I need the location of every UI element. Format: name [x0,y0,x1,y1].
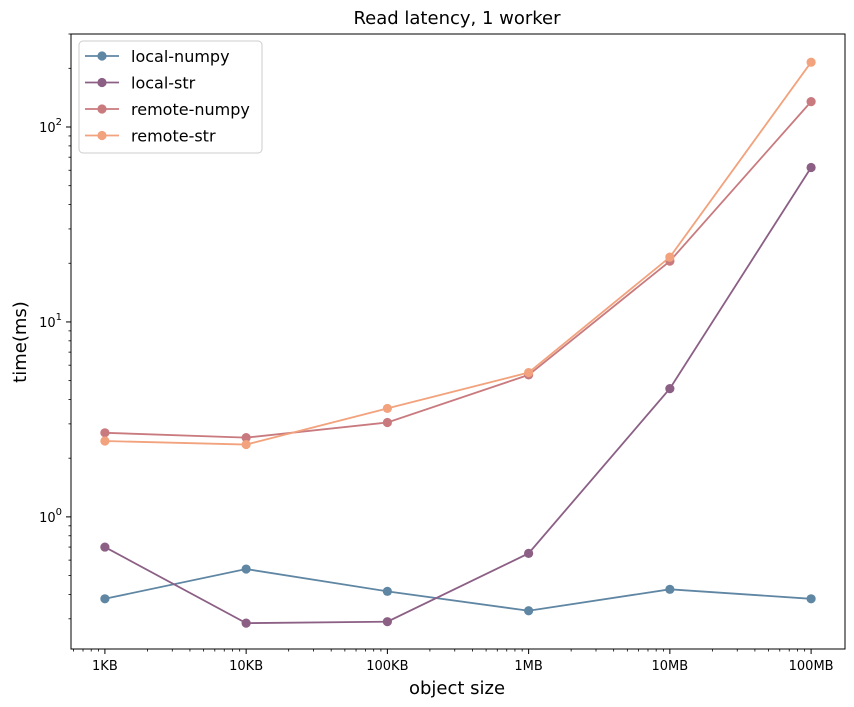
y-tick-label: 100 [39,507,62,526]
data-point-remote-str-4 [665,252,675,262]
plot-frame [70,33,846,650]
y-tick-exponent: 0 [56,507,62,518]
data-point-remote-str-1 [241,439,251,450]
data-point-remote-str-3 [524,367,534,378]
chart-title: Read latency, 1 worker [353,8,561,29]
x-tick-label: 1KB [92,659,118,674]
y-tick-base: 10 [39,511,56,526]
legend-marker-remote-numpy [97,104,107,114]
legend-label-remote-str: remote-str [131,127,216,146]
x-tick-label: 100MB [789,659,834,674]
data-point-local-numpy-2 [382,586,392,596]
legend-marker-local-numpy [97,51,107,61]
data-point-local-str-3 [524,548,534,558]
legend-label-remote-numpy: remote-numpy [131,100,250,119]
data-point-remote-str-5 [806,57,816,67]
series-line-local-str [104,166,812,625]
x-tick-label: 100KB [366,659,408,674]
y-tick-label: 102 [39,117,62,136]
series-line-local-numpy [104,568,812,612]
x-tick-label: 10KB [229,659,263,674]
data-point-local-str-5 [806,162,816,173]
data-point-remote-numpy-2 [382,417,392,428]
y-tick-label: 101 [39,312,62,331]
legend-marker-remote-str [97,130,107,141]
data-point-local-str-2 [382,617,392,627]
data-point-remote-str-2 [382,403,392,414]
legend-marker-local-str [97,77,107,88]
data-point-local-str-1 [241,618,251,628]
legend-label-local-str: local-str [131,74,196,93]
data-point-remote-numpy-0 [100,428,110,438]
series-line-remote-str [104,61,812,446]
data-point-remote-numpy-5 [806,97,816,107]
data-point-local-numpy-3 [524,606,534,616]
data-point-remote-str-0 [100,436,110,446]
y-axis-label: time(ms) [10,301,31,383]
y-tick-base: 10 [39,316,56,331]
x-axis-label: object size [409,678,505,699]
x-tick-label: 1MB [514,659,542,674]
legend-box [78,40,263,154]
y-tick-exponent: 2 [56,117,62,128]
series-line-remote-numpy [104,101,812,439]
legend: local-numpy local-str remote-numpy remote-s… [78,40,263,154]
data-point-local-str-0 [100,542,110,552]
data-point-local-numpy-5 [806,594,816,604]
x-tick-label: 10MB [652,659,689,674]
data-point-local-str-4 [665,384,675,394]
data-point-local-numpy-0 [100,594,110,604]
data-point-remote-numpy-1 [241,433,251,443]
legend-label-local-numpy: local-numpy [131,47,230,66]
data-point-local-numpy-1 [241,564,251,574]
y-tick-base: 10 [39,121,56,136]
data-point-local-numpy-4 [665,584,675,594]
y-tick-exponent: 1 [56,312,62,323]
